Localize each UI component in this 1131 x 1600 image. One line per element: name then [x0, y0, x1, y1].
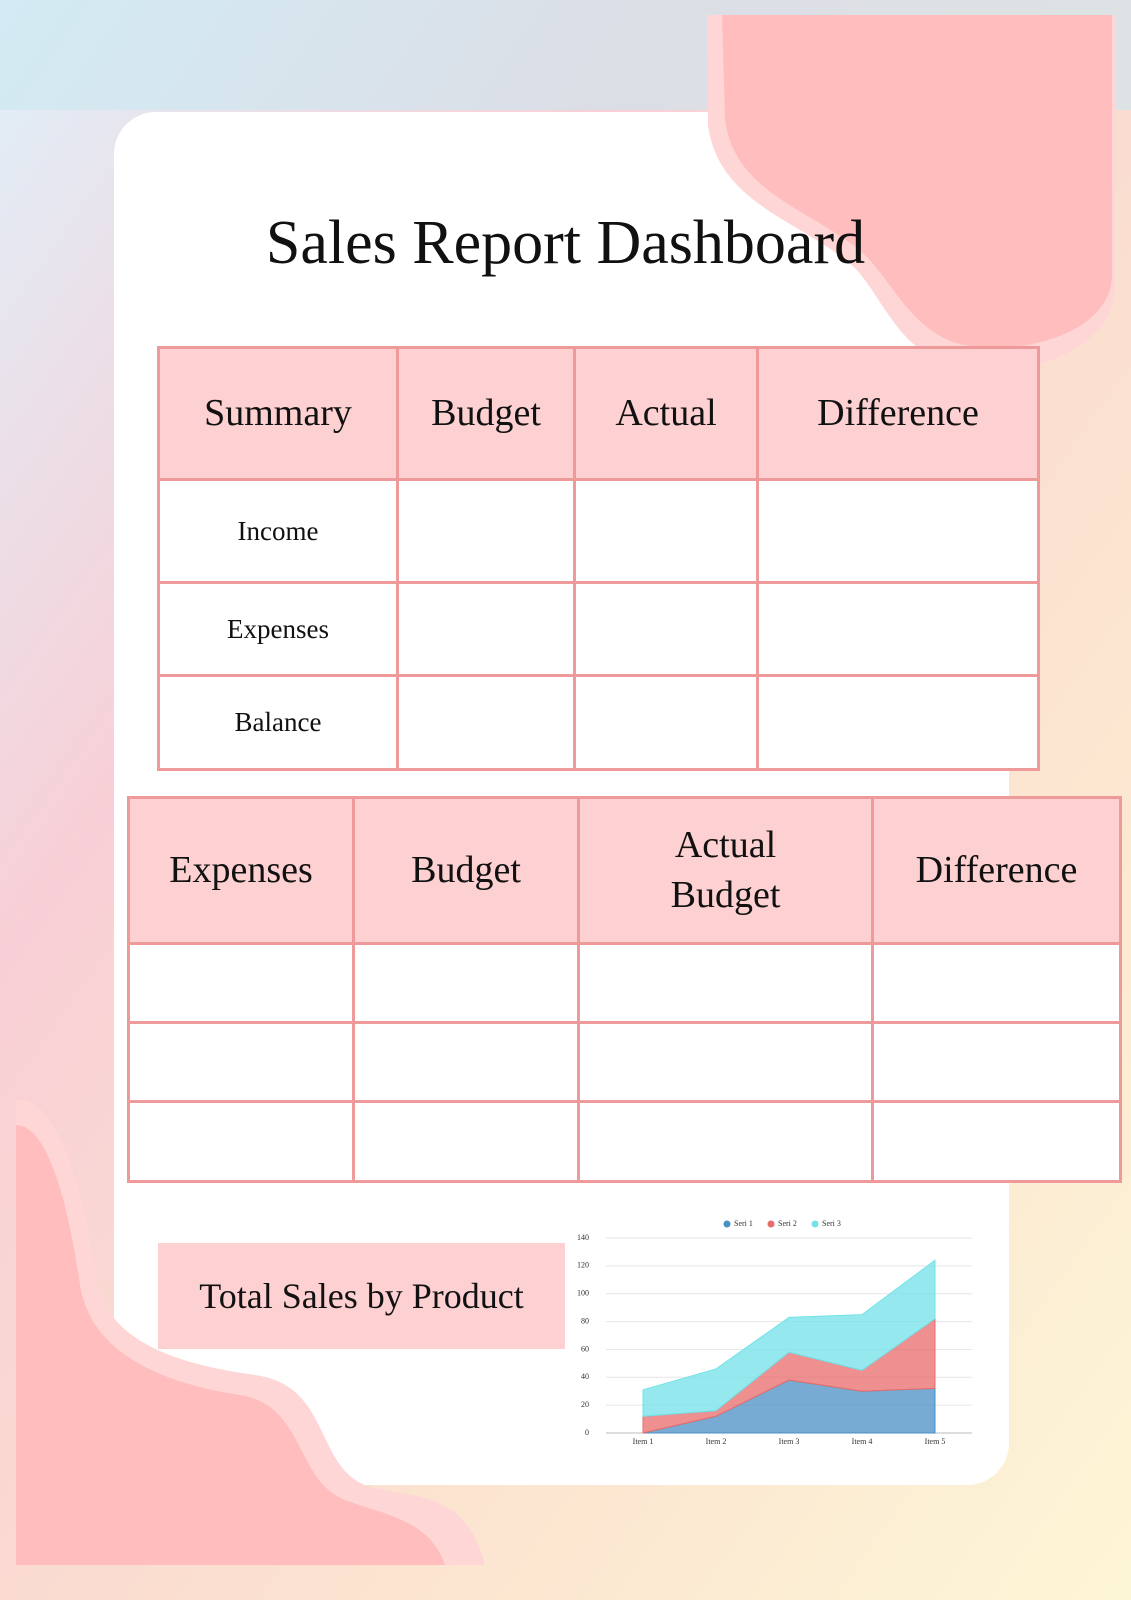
empty-cell	[573, 581, 759, 677]
expenses-table: Expenses Budget Actual Budget Difference	[127, 796, 1122, 1183]
empty-cell	[396, 581, 576, 677]
empty-cell	[573, 674, 759, 771]
y-tick-label: 40	[581, 1372, 589, 1381]
empty-cell	[573, 478, 759, 584]
empty-cell	[871, 942, 1122, 1024]
empty-cell	[756, 478, 1040, 584]
empty-cell	[352, 1021, 580, 1103]
title: Sales Report Dashboard	[265, 209, 866, 277]
header-cell: Actual Budget	[577, 796, 874, 945]
x-tick-label: Item 2	[706, 1437, 727, 1446]
y-tick-label: 120	[577, 1261, 589, 1270]
header-cell: Budget	[352, 796, 580, 945]
y-tick-label: 60	[581, 1344, 589, 1353]
y-tick-label: 140	[577, 1233, 589, 1242]
table-row: Expenses	[157, 581, 1040, 677]
row-label: Balance	[157, 674, 399, 771]
legend-marker	[811, 1220, 819, 1228]
x-tick-label: Item 3	[779, 1437, 800, 1446]
header-cell: Budget	[396, 346, 576, 481]
row-label: Expenses	[157, 581, 399, 677]
header-row: Summary Budget Actual Difference	[157, 346, 1040, 481]
y-tick-label: 20	[581, 1400, 589, 1409]
table-row: Income	[157, 478, 1040, 584]
y-tick-label: 0	[585, 1428, 589, 1437]
empty-cell	[396, 478, 576, 584]
empty-cell	[577, 942, 874, 1024]
table-row	[127, 1021, 1122, 1103]
legend-label: Seri 3	[822, 1219, 841, 1228]
empty-cell	[871, 1021, 1122, 1103]
legend-marker	[723, 1220, 731, 1228]
empty-cell	[127, 942, 355, 1024]
y-tick-label: 100	[577, 1289, 589, 1298]
x-tick-label: Item 5	[925, 1437, 946, 1446]
x-tick-label: Item 4	[852, 1437, 873, 1446]
empty-cell	[871, 1100, 1122, 1183]
header-cell: Actual	[573, 346, 759, 481]
empty-cell	[352, 1100, 580, 1183]
row-label: Income	[157, 478, 399, 584]
table-row	[127, 942, 1122, 1024]
empty-cell	[756, 581, 1040, 677]
table-row	[127, 1100, 1122, 1183]
empty-cell	[577, 1100, 874, 1183]
table-row: Balance	[157, 674, 1040, 771]
empty-cell	[127, 1021, 355, 1103]
empty-cell	[127, 1100, 355, 1183]
header-cell: Summary	[157, 346, 399, 481]
chart: 0 20 40 60 80 100 120 140 Item 1 Item 2 Item 3 Item…	[577, 1219, 972, 1446]
header-cell: Difference	[756, 346, 1040, 481]
empty-cell	[756, 674, 1040, 771]
y-tick-label: 80	[581, 1316, 589, 1325]
header-cell: Expenses	[127, 796, 355, 945]
legend-label: Seri 1	[734, 1219, 753, 1228]
header-cell: Difference	[871, 796, 1122, 945]
legend-label: Seri 2	[778, 1219, 797, 1228]
empty-cell	[577, 1021, 874, 1103]
legend-marker	[767, 1220, 775, 1228]
summary-table: Summary Budget Actual Difference Income Expen…	[157, 346, 1040, 771]
total-sales-label: Total Sales by Product	[158, 1243, 565, 1349]
area	[642, 1259, 936, 1417]
x-tick-label: Item 1	[633, 1437, 654, 1446]
empty-cell	[352, 942, 580, 1024]
empty-cell	[396, 674, 576, 771]
header-row: Expenses Budget Actual Budget Difference	[127, 796, 1122, 945]
